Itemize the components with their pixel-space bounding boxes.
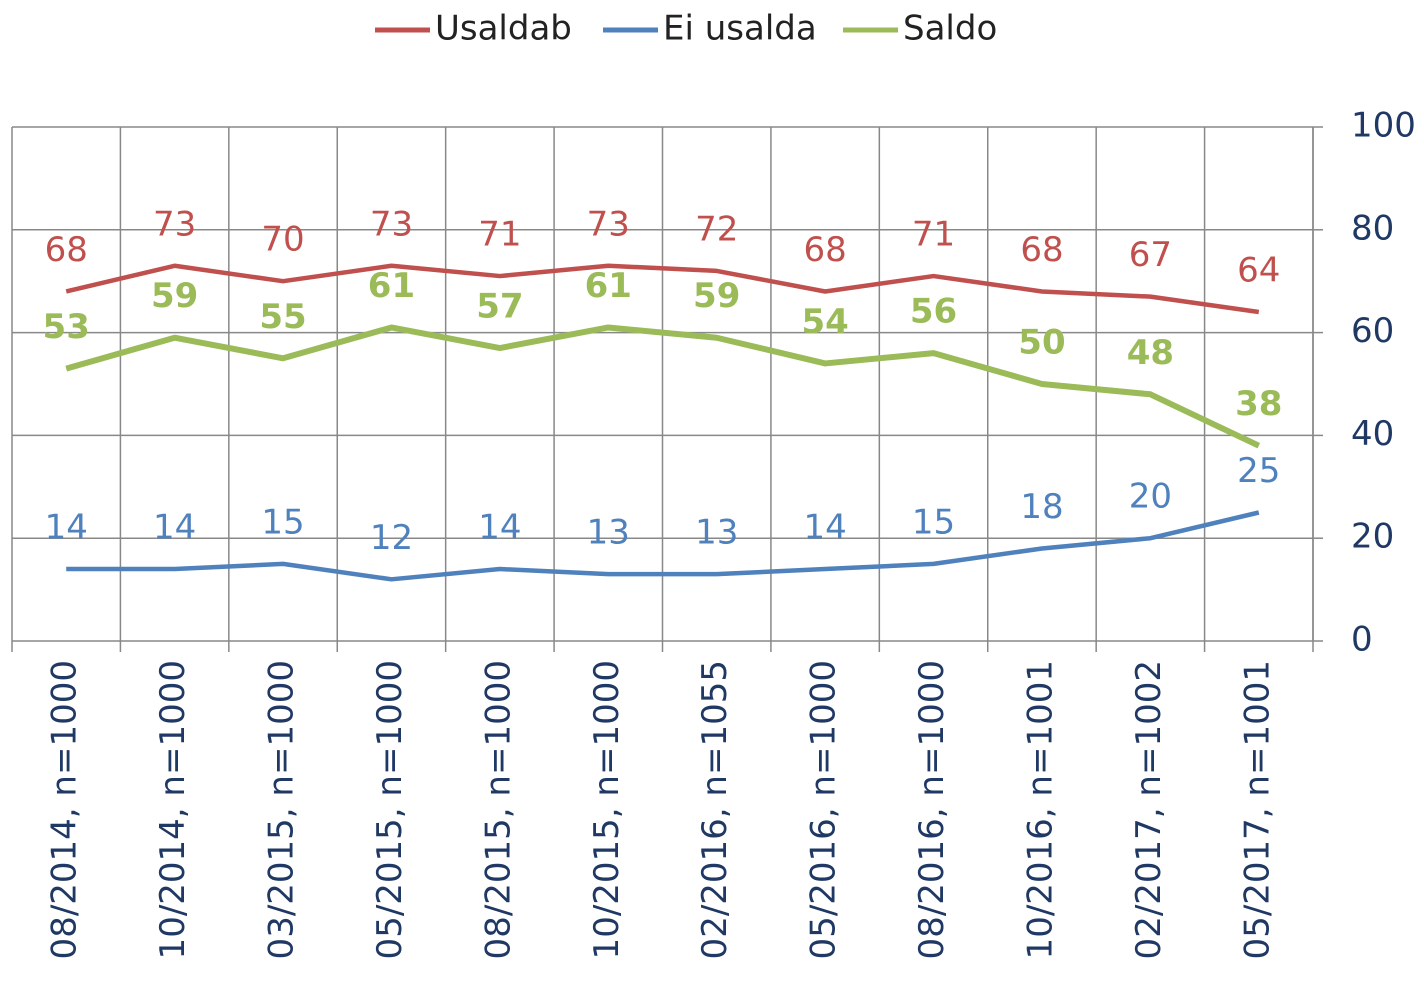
data-label: 13 <box>695 513 738 553</box>
data-label: 68 <box>1020 230 1063 270</box>
series-line <box>65 324 1261 449</box>
y-tick-label: 100 <box>1351 106 1416 146</box>
data-label: 67 <box>1129 235 1172 275</box>
y-tick-label: 40 <box>1351 414 1394 454</box>
x-tick-label: 10/2015, n=1000 <box>587 660 627 959</box>
data-label: 72 <box>695 209 738 249</box>
x-tick-label: 08/2015, n=1000 <box>478 660 518 959</box>
series-line <box>65 263 1260 315</box>
data-label: 73 <box>587 204 630 244</box>
data-label: 18 <box>1020 487 1063 527</box>
data-label: 15 <box>912 502 955 542</box>
x-tick-label: 08/2014, n=1000 <box>45 660 85 959</box>
data-label: 71 <box>912 215 955 255</box>
legend-label: Usaldab <box>435 9 572 49</box>
data-label: 48 <box>1127 333 1174 373</box>
data-label: 14 <box>153 508 196 548</box>
x-tick-label: 05/2017, n=1001 <box>1237 660 1277 959</box>
x-tick-label: 10/2016, n=1001 <box>1020 660 1060 959</box>
data-label: 14 <box>478 508 521 548</box>
data-label: 53 <box>43 307 90 347</box>
data-label: 64 <box>1237 251 1280 291</box>
series-line <box>66 510 1260 582</box>
data-label: 59 <box>693 276 740 316</box>
legend-label: Ei usalda <box>663 9 817 49</box>
data-label: 61 <box>585 266 632 306</box>
data-label: 14 <box>803 508 846 548</box>
data-label: 25 <box>1237 451 1280 491</box>
x-tick-label: 02/2017, n=1002 <box>1129 660 1169 959</box>
y-tick-label: 60 <box>1351 311 1394 351</box>
data-label: 55 <box>259 297 306 337</box>
data-label: 50 <box>1018 323 1065 363</box>
data-label: 14 <box>45 508 88 548</box>
y-tick-label: 0 <box>1351 620 1373 660</box>
x-tick-label: 05/2016, n=1000 <box>804 660 844 959</box>
data-label: 15 <box>261 502 304 542</box>
data-label: 13 <box>587 513 630 553</box>
data-label: 12 <box>370 518 413 558</box>
x-tick-label: 03/2015, n=1000 <box>262 660 302 959</box>
x-tick-label: 05/2015, n=1000 <box>370 660 410 959</box>
data-label: 54 <box>801 302 848 342</box>
data-label: 57 <box>476 287 523 327</box>
x-tick-label: 10/2014, n=1000 <box>153 660 193 959</box>
data-label: 61 <box>368 266 415 306</box>
data-label: 73 <box>370 204 413 244</box>
legend-label: Saldo <box>903 9 997 49</box>
data-label: 71 <box>478 215 521 255</box>
data-label: 38 <box>1235 384 1282 424</box>
data-label: 70 <box>261 220 304 260</box>
data-label: 56 <box>910 292 957 332</box>
y-tick-label: 20 <box>1351 517 1394 557</box>
data-label: 73 <box>153 204 196 244</box>
y-tick-label: 80 <box>1351 208 1394 248</box>
data-label: 20 <box>1129 477 1172 517</box>
x-tick-label: 08/2016, n=1000 <box>912 660 952 959</box>
data-label: 59 <box>151 276 198 316</box>
data-label: 68 <box>45 230 88 270</box>
data-label: 68 <box>803 230 846 270</box>
x-tick-label: 02/2016, n=1055 <box>695 660 735 959</box>
